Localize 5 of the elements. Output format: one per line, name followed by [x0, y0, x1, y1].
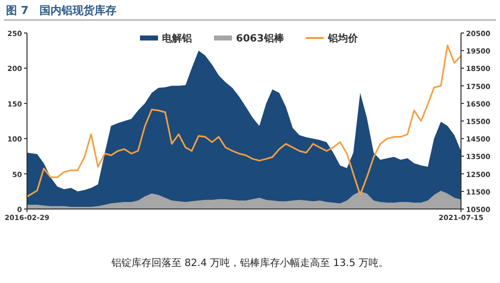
legend-label: 铝均价: [326, 32, 359, 44]
text: 铝锭库存回落至 82.4 万吨，铝棒库存小幅走高至 13.5 万吨。: [110, 257, 389, 269]
legend-label: 6063铝棒: [236, 32, 285, 44]
chart-title: 图 7 国内铝现货库存: [6, 4, 116, 17]
legend-label: 电解铝: [162, 32, 192, 44]
